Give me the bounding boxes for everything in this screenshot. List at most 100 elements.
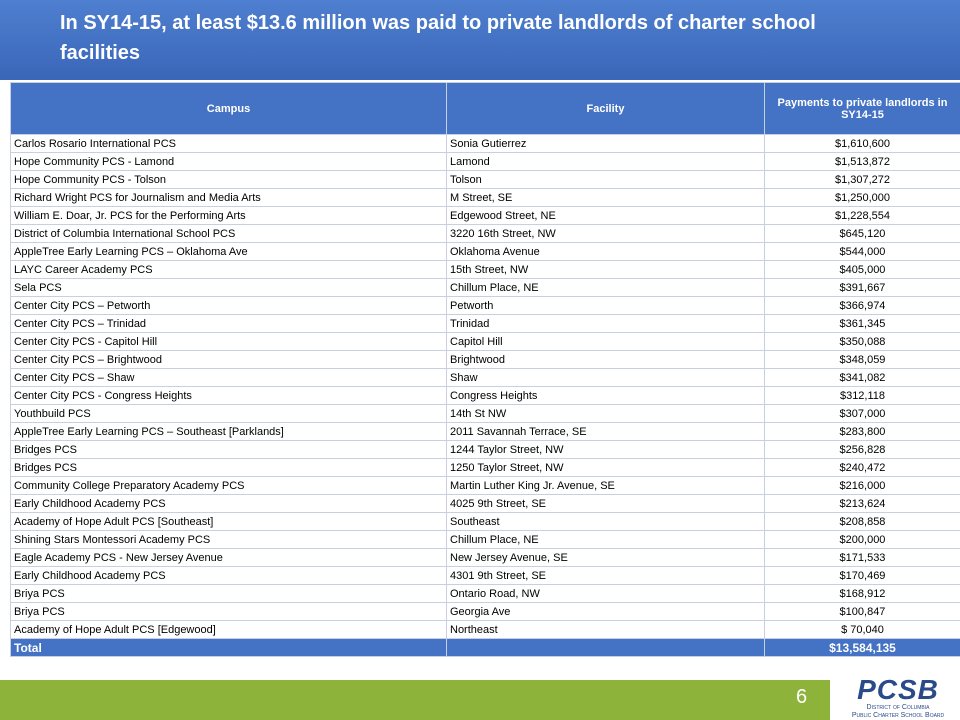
text-cell: Shining Stars Montessori Academy PCS bbox=[10, 530, 447, 549]
table-row: Bridges PCS 1244 Taylor Street, NW $256,82… bbox=[10, 440, 960, 459]
table-row: Academy of Hope Adult PCS [Southeast] Sou… bbox=[10, 512, 960, 531]
text-cell: Brightwood bbox=[446, 350, 765, 369]
text-cell: Bridges PCS bbox=[10, 440, 447, 459]
slide-title: In SY14-15, at least $13.6 million was p… bbox=[0, 0, 960, 80]
text-cell: Eagle Academy PCS - New Jersey Avenue bbox=[10, 548, 447, 567]
total-value: $13,584,135 bbox=[764, 638, 960, 657]
payment-cell: $1,610,600 bbox=[764, 134, 960, 153]
payment-cell: $168,912 bbox=[764, 584, 960, 603]
text-cell: Capitol Hill bbox=[446, 332, 765, 351]
text-cell: Shaw bbox=[446, 368, 765, 387]
logo-subtitle: Public Charter School Board bbox=[851, 712, 945, 719]
text-cell: AppleTree Early Learning PCS – Southeast… bbox=[10, 422, 447, 441]
table-row: AppleTree Early Learning PCS – Southeast… bbox=[10, 422, 960, 441]
table-row: Center City PCS - Congress Heights Congre… bbox=[10, 386, 960, 405]
payment-cell: $1,250,000 bbox=[764, 188, 960, 207]
text-cell: 4301 9th Street, SE bbox=[446, 566, 765, 585]
table-row: Early Childhood Academy PCS 4301 9th Stre… bbox=[10, 566, 960, 585]
payment-cell: $100,847 bbox=[764, 602, 960, 621]
empty-cell bbox=[446, 638, 765, 657]
text-cell: 1250 Taylor Street, NW bbox=[446, 458, 765, 477]
payment-cell: $341,082 bbox=[764, 368, 960, 387]
text-cell: 2011 Savannah Terrace, SE bbox=[446, 422, 765, 441]
table-row: Eagle Academy PCS - New Jersey Avenue New… bbox=[10, 548, 960, 567]
table-row: Community College Preparatory Academy PC… bbox=[10, 476, 960, 495]
text-cell: Sela PCS bbox=[10, 278, 447, 297]
text-cell: Center City PCS – Trinidad bbox=[10, 314, 447, 333]
payment-cell: $645,120 bbox=[764, 224, 960, 243]
text-cell: Academy of Hope Adult PCS [Southeast] bbox=[10, 512, 447, 531]
payment-cell: $170,469 bbox=[764, 566, 960, 585]
header-row: Campus Facility Payments to private land… bbox=[10, 82, 960, 135]
text-cell: Petworth bbox=[446, 296, 765, 315]
payment-cell: $1,228,554 bbox=[764, 206, 960, 225]
payment-cell: $ 70,040 bbox=[764, 620, 960, 639]
table-row: Hope Community PCS - Lamond Lamond $1,513,… bbox=[10, 152, 960, 171]
table-row: AppleTree Early Learning PCS – Oklahoma … bbox=[10, 242, 960, 261]
payment-cell: $171,533 bbox=[764, 548, 960, 567]
column-header: Facility bbox=[446, 82, 765, 135]
table-row: Early Childhood Academy PCS 4025 9th Stre… bbox=[10, 494, 960, 513]
payment-cell: $405,000 bbox=[764, 260, 960, 279]
payments-table: Campus Facility Payments to private land… bbox=[10, 82, 960, 657]
column-header: Campus bbox=[10, 82, 447, 135]
payment-cell: $544,000 bbox=[764, 242, 960, 261]
text-cell: Ontario Road, NW bbox=[446, 584, 765, 603]
payment-cell: $361,345 bbox=[764, 314, 960, 333]
text-cell: 15th Street, NW bbox=[446, 260, 765, 279]
payment-cell: $256,828 bbox=[764, 440, 960, 459]
table-row: Briya PCS Georgia Ave $100,847 bbox=[10, 602, 960, 621]
table-body: Carlos Rosario International PCS Sonia Gu… bbox=[10, 134, 960, 657]
table-row: LAYC Career Academy PCS 15th Street, NW $4… bbox=[10, 260, 960, 279]
logo: PCSB District of Columbia Public Charter… bbox=[836, 676, 960, 720]
payment-cell: $216,000 bbox=[764, 476, 960, 495]
text-cell: Congress Heights bbox=[446, 386, 765, 405]
table-row: Youthbuild PCS 14th St NW $307,000 bbox=[10, 404, 960, 423]
text-cell: Richard Wright PCS for Journalism and Me… bbox=[10, 188, 447, 207]
text-cell: Briya PCS bbox=[10, 602, 447, 621]
total-row: Total $13,584,135 bbox=[10, 638, 960, 657]
table-row: William E. Doar, Jr. PCS for the Perform… bbox=[10, 206, 960, 225]
text-cell: Academy of Hope Adult PCS [Edgewood] bbox=[10, 620, 447, 639]
table-row: Center City PCS – Trinidad Trinidad $361,3… bbox=[10, 314, 960, 333]
text-cell: Community College Preparatory Academy PC… bbox=[10, 476, 447, 495]
table-row: Center City PCS - Capitol Hill Capitol Hi… bbox=[10, 332, 960, 351]
payment-cell: $391,667 bbox=[764, 278, 960, 297]
payment-cell: $366,974 bbox=[764, 296, 960, 315]
text-cell: M Street, SE bbox=[446, 188, 765, 207]
text-cell: Center City PCS – Shaw bbox=[10, 368, 447, 387]
text-cell: Chillum Place, NE bbox=[446, 278, 765, 297]
footer-bar bbox=[0, 680, 830, 720]
text-cell: Oklahoma Avenue bbox=[446, 242, 765, 261]
table-row: Carlos Rosario International PCS Sonia Gu… bbox=[10, 134, 960, 153]
table-row: Briya PCS Ontario Road, NW $168,912 bbox=[10, 584, 960, 603]
table-row: Sela PCS Chillum Place, NE $391,667 bbox=[10, 278, 960, 297]
text-cell: Chillum Place, NE bbox=[446, 530, 765, 549]
payment-cell: $213,624 bbox=[764, 494, 960, 513]
column-header: Payments to private landlords in SY14-15 bbox=[764, 82, 960, 135]
payment-cell: $200,000 bbox=[764, 530, 960, 549]
table-row: Center City PCS – Brightwood Brightwood $3… bbox=[10, 350, 960, 369]
text-cell: Early Childhood Academy PCS bbox=[10, 494, 447, 513]
text-cell: Center City PCS – Brightwood bbox=[10, 350, 447, 369]
text-cell: Center City PCS - Congress Heights bbox=[10, 386, 447, 405]
text-cell: Lamond bbox=[446, 152, 765, 171]
table-row: Shining Stars Montessori Academy PCS Chil… bbox=[10, 530, 960, 549]
text-cell: William E. Doar, Jr. PCS for the Perform… bbox=[10, 206, 447, 225]
payment-cell: $240,472 bbox=[764, 458, 960, 477]
text-cell: Center City PCS – Petworth bbox=[10, 296, 447, 315]
table-row: Richard Wright PCS for Journalism and Me… bbox=[10, 188, 960, 207]
text-cell: Trinidad bbox=[446, 314, 765, 333]
payment-cell: $1,513,872 bbox=[764, 152, 960, 171]
payment-cell: $312,118 bbox=[764, 386, 960, 405]
text-cell: Briya PCS bbox=[10, 584, 447, 603]
payment-cell: $307,000 bbox=[764, 404, 960, 423]
text-cell: Bridges PCS bbox=[10, 458, 447, 477]
text-cell: Martin Luther King Jr. Avenue, SE bbox=[446, 476, 765, 495]
text-cell: Georgia Ave bbox=[446, 602, 765, 621]
logo-text: PCSB bbox=[857, 674, 939, 705]
text-cell: Hope Community PCS - Tolson bbox=[10, 170, 447, 189]
text-cell: Hope Community PCS - Lamond bbox=[10, 152, 447, 171]
payment-cell: $1,307,272 bbox=[764, 170, 960, 189]
table-row: Hope Community PCS - Tolson Tolson $1,307,… bbox=[10, 170, 960, 189]
